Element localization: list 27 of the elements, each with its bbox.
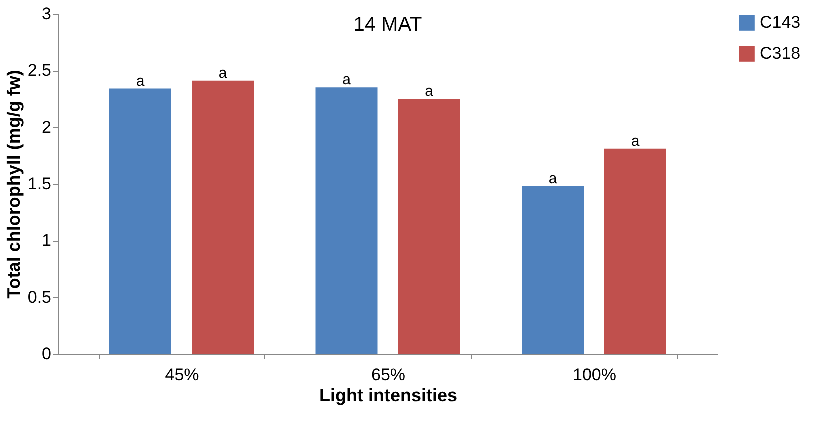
x-axis-title: Light intensities <box>319 386 458 406</box>
y-tick-label: 2.5 <box>28 61 52 80</box>
legend-label: C318 <box>760 44 801 63</box>
legend-label: C143 <box>760 13 801 32</box>
chart-title: 14 MAT <box>354 14 422 36</box>
data-label: a <box>136 72 146 90</box>
bar <box>522 186 584 354</box>
data-label: a <box>548 170 558 188</box>
x-tick-label: 65% <box>371 366 406 384</box>
data-label: a <box>342 72 352 89</box>
y-tick-label: 0.5 <box>28 288 52 307</box>
y-axis-title: Total chlorophyll (mg/g fw) <box>4 70 24 299</box>
y-tick-label: 1.5 <box>28 174 52 194</box>
data-label: a <box>218 64 228 82</box>
bar <box>110 88 172 354</box>
x-tick-label: 100% <box>573 366 616 384</box>
data-label: a <box>631 132 640 150</box>
y-tick-label: 0 <box>42 344 52 364</box>
bar <box>192 80 254 354</box>
x-tick-label: 45% <box>165 366 200 384</box>
bar <box>398 99 460 354</box>
y-tick-label: 3 <box>42 4 52 24</box>
data-label: a <box>425 83 434 100</box>
y-tick-label: 1 <box>42 231 52 250</box>
bar <box>316 88 378 354</box>
y-tick-label: 2 <box>42 118 52 137</box>
bar <box>604 148 666 354</box>
